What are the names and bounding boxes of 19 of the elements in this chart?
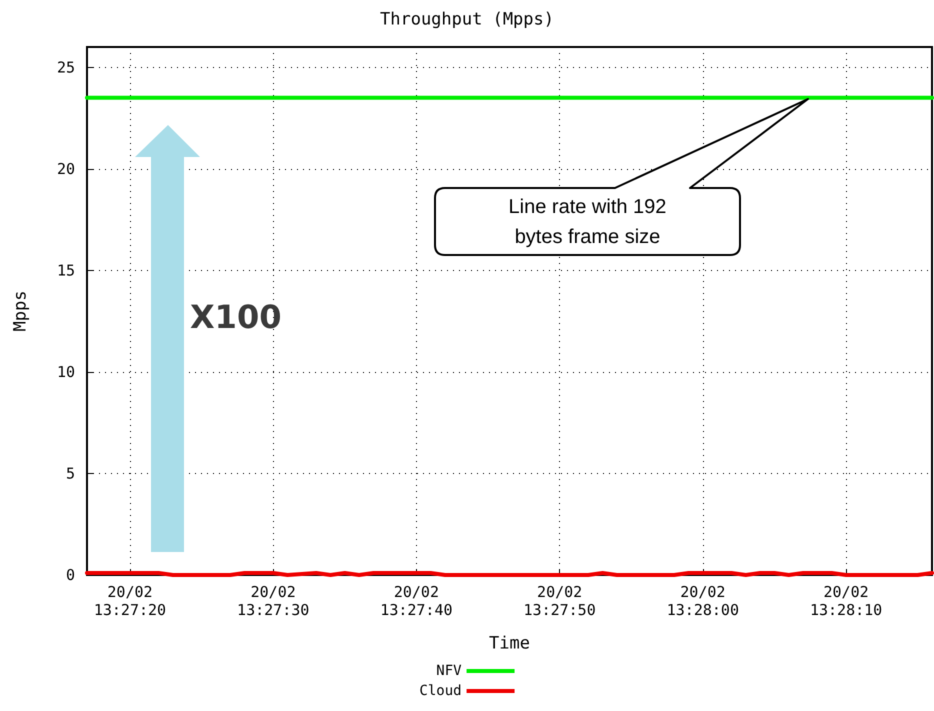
x-tick-label: 20/02 13:28:00 [666, 583, 739, 619]
annotation: Line rate with 192 bytes frame size [508, 195, 668, 250]
y-tick-label: 10 [56, 362, 75, 381]
x-tick-label: 20/02 13:27:30 [237, 583, 310, 619]
x-tick-label: 20/02 13:27:50 [524, 583, 596, 619]
y-tick-label: 20 [56, 160, 75, 178]
x-tick-label: 20/02 13:27:40 [380, 583, 453, 619]
annotation: X100 [190, 298, 282, 336]
y-tick-label: 25 [56, 58, 75, 76]
y-axis-title: Mpps [10, 290, 30, 332]
y-tick-label: 5 [66, 464, 75, 482]
y-tick-label: 15 [56, 261, 75, 280]
y-tick-label: 0 [66, 566, 75, 584]
legend-label: NFV [436, 663, 462, 679]
legend-label: Cloud [419, 683, 462, 699]
x-axis-title: Time [489, 634, 530, 654]
x-tick-label: 20/02 13:28:10 [810, 583, 882, 619]
x-tick-label: 20/02 13:27:20 [94, 583, 166, 619]
chart-title: Throughput (Mpps) [380, 10, 554, 30]
